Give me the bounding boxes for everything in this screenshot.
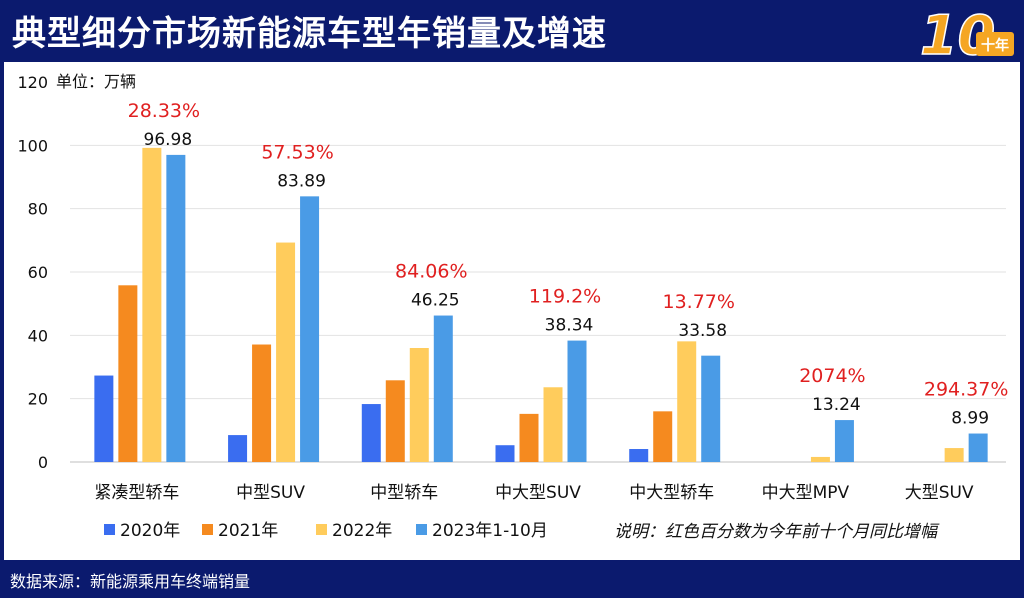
growth-label: 294.37%: [924, 379, 1009, 401]
bar: [361, 404, 381, 462]
bar: [228, 435, 248, 462]
legend: 2020年 2021年 2022年 2023年1-10月: [104, 521, 548, 541]
data-label: 96.98: [144, 130, 193, 150]
category-label: 大型SUV: [905, 483, 974, 503]
labels-layer: 96.98 28.33% 83.89 57.53% 46.25 84.06% 38.34 11…: [128, 100, 1009, 429]
growth-label: 13.77%: [662, 291, 734, 313]
bar: [166, 154, 186, 462]
legend-swatch: [416, 524, 427, 535]
bar: [567, 340, 587, 462]
growth-label: 119.2%: [529, 286, 601, 308]
growth-label: 57.53%: [261, 141, 333, 163]
bar: [968, 433, 988, 462]
unit-label: 单位：万辆: [56, 72, 136, 91]
bar: [118, 285, 138, 462]
growth-label: 28.33%: [128, 100, 200, 122]
legend-label: 2020年: [120, 521, 180, 541]
y-tick-label: 120: [17, 73, 48, 92]
category-label: 中型SUV: [236, 483, 305, 503]
chart-panel: 0 20 40 60 80 100 120 单位：万辆 96.98 28.33% 83.89 57…: [4, 62, 1020, 560]
header-bar: 典型细分市场新能源车型年销量及增速 10 十年: [0, 0, 1024, 62]
data-label: 46.25: [411, 291, 460, 311]
footer-bar: 数据来源：新能源乘用车终端销量: [0, 560, 1024, 598]
bar: [300, 196, 320, 462]
bar: [433, 315, 453, 462]
chart-note: 说明：红色百分数为今年前十个月同比增幅: [614, 522, 940, 542]
growth-label: 2074%: [799, 365, 865, 387]
category-label: 中型轿车: [370, 483, 438, 503]
bar: [519, 413, 539, 462]
data-label: 83.89: [277, 171, 326, 191]
bar: [653, 411, 673, 462]
page-title: 典型细分市场新能源车型年销量及增速: [12, 14, 607, 54]
y-tick-label: 100: [17, 136, 48, 155]
bar: [701, 355, 721, 462]
data-label: 8.99: [951, 409, 989, 429]
y-tick-label: 80: [28, 200, 48, 219]
bar-chart: 0 20 40 60 80 100 120 单位：万辆 96.98 28.33% 83.89 57…: [17, 72, 1009, 542]
ten-years-logo: 10 十年: [919, 3, 1014, 60]
bar: [142, 147, 162, 462]
legend-label: 2023年1-10月: [432, 521, 548, 541]
bar: [543, 387, 563, 462]
logo-badge: [976, 32, 1014, 56]
bar: [94, 375, 114, 462]
legend-swatch: [202, 524, 213, 535]
bar: [629, 449, 649, 462]
bar: [252, 344, 272, 462]
data-label: 33.58: [678, 321, 727, 341]
category-label: 紧凑型轿车: [94, 483, 179, 503]
bar: [495, 445, 515, 462]
bar: [834, 420, 854, 462]
legend-label: 2021年: [218, 521, 278, 541]
growth-label: 84.06%: [395, 261, 467, 283]
bar: [944, 448, 964, 462]
legend-swatch: [104, 524, 115, 535]
data-label: 38.34: [545, 316, 594, 336]
bar: [409, 348, 429, 462]
bars-layer: [94, 147, 988, 462]
y-tick-label: 40: [28, 326, 48, 345]
category-label: 中大型MPV: [762, 483, 850, 503]
legend-swatch: [316, 524, 327, 535]
y-tick-label: 20: [28, 390, 48, 409]
y-axis-ticks: 0 20 40 60 80 100 120: [17, 73, 48, 472]
logo-caption: 十年: [981, 37, 1009, 54]
data-label: 13.24: [812, 395, 861, 415]
bar: [276, 242, 296, 462]
bar: [677, 341, 697, 462]
legend-label: 2022年: [332, 521, 392, 541]
category-label: 中大型SUV: [495, 483, 581, 503]
bar: [385, 380, 405, 462]
y-tick-label: 0: [38, 453, 48, 472]
category-labels: 紧凑型轿车 中型SUV 中型轿车 中大型SUV 中大型轿车 中大型MPV 大型SUV: [94, 483, 974, 503]
category-label: 中大型轿车: [629, 483, 714, 503]
bar: [810, 456, 830, 462]
y-tick-label: 60: [28, 263, 48, 282]
data-source: 数据来源：新能源乘用车终端销量: [10, 572, 251, 591]
